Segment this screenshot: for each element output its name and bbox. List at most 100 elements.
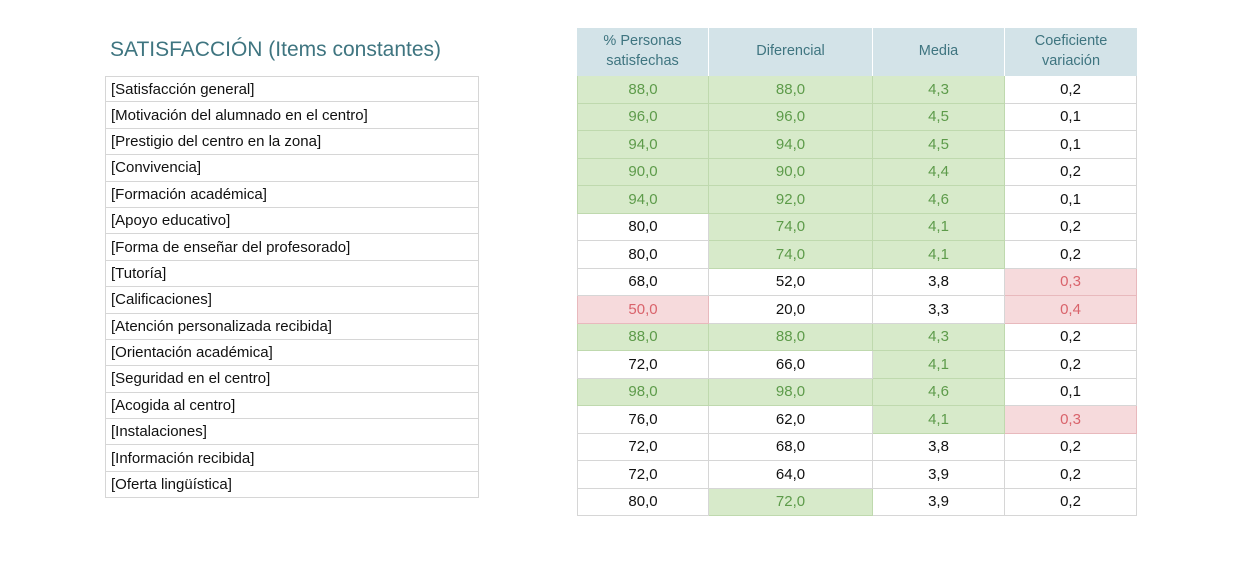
item-label: [Calificaciones] [105,287,479,314]
cell-personas-satisfechas: 50,0 [577,296,709,324]
cell-media: 3,9 [873,461,1005,489]
page-title: SATISFACCIÓN (Items constantes) [110,38,442,61]
cell-personas-satisfechas: 88,0 [577,76,709,104]
cell-media: 4,5 [873,103,1005,131]
cell-media: 4,1 [873,241,1005,269]
item-label: [Prestigio del centro en la zona] [105,128,479,156]
table-row: 88,0 88,0 4,3 0,2 [577,76,1137,104]
item-label: [Seguridad en el centro] [105,366,479,393]
item-label: [Satisfacción general] [105,76,479,103]
item-label: [Forma de enseñar del profesorado] [105,234,479,261]
cell-media: 3,3 [873,296,1005,324]
cell-diferencial: 66,0 [709,351,873,379]
table-row: 80,0 74,0 4,1 0,2 [577,213,1137,241]
cell-personas-satisfechas: 80,0 [577,488,709,516]
cell-diferencial: 94,0 [709,131,873,159]
item-label: [Información recibida] [105,445,479,472]
cell-media: 4,5 [873,131,1005,159]
cell-coeficiente-variacion: 0,3 [1005,268,1137,296]
table-row: 76,0 62,0 4,1 0,3 [577,406,1137,434]
item-label: [Oferta lingüística] [105,471,479,499]
cell-diferencial: 90,0 [709,158,873,186]
table-row: 96,0 96,0 4,5 0,1 [577,103,1137,131]
cell-media: 4,6 [873,186,1005,214]
cell-coeficiente-variacion: 0,2 [1005,488,1137,516]
item-label: [Acogida al centro] [105,392,479,420]
table-row: 88,0 88,0 4,3 0,2 [577,323,1137,351]
header-personas-satisfechas: % Personas satisfechas [577,28,709,76]
cell-diferencial: 68,0 [709,433,873,461]
cell-personas-satisfechas: 76,0 [577,406,709,434]
table-row: 72,0 68,0 3,8 0,2 [577,433,1137,461]
cell-coeficiente-variacion: 0,1 [1005,131,1137,159]
table-row: 68,0 52,0 3,8 0,3 [577,268,1137,296]
cell-personas-satisfechas: 96,0 [577,103,709,131]
item-label: [Motivación del alumnado en el centro] [105,102,479,129]
cell-diferencial: 92,0 [709,186,873,214]
cell-personas-satisfechas: 90,0 [577,158,709,186]
cell-media: 4,6 [873,378,1005,406]
item-label: [Formación académica] [105,181,479,208]
cell-coeficiente-variacion: 0,1 [1005,186,1137,214]
table-row: 72,0 64,0 3,9 0,2 [577,461,1137,489]
table-row: 80,0 72,0 3,9 0,2 [577,488,1137,516]
table-row: 72,0 66,0 4,1 0,2 [577,351,1137,379]
cell-personas-satisfechas: 94,0 [577,131,709,159]
cell-media: 4,1 [873,213,1005,241]
cell-coeficiente-variacion: 0,2 [1005,351,1137,379]
cell-personas-satisfechas: 94,0 [577,186,709,214]
cell-personas-satisfechas: 80,0 [577,213,709,241]
table-row: 94,0 92,0 4,6 0,1 [577,186,1137,214]
item-label: [Atención personalizada recibida] [105,313,479,340]
cell-coeficiente-variacion: 0,2 [1005,213,1137,241]
cell-media: 4,4 [873,158,1005,186]
cell-personas-satisfechas: 98,0 [577,378,709,406]
cell-coeficiente-variacion: 0,2 [1005,433,1137,461]
item-label: [Apoyo educativo] [105,207,479,235]
cell-personas-satisfechas: 72,0 [577,433,709,461]
item-label: [Tutoría] [105,260,479,288]
cell-coeficiente-variacion: 0,4 [1005,296,1137,324]
table-row: 90,0 90,0 4,4 0,2 [577,158,1137,186]
table-row: 98,0 98,0 4,6 0,1 [577,378,1137,406]
cell-coeficiente-variacion: 0,1 [1005,378,1137,406]
table-body: 88,0 88,0 4,3 0,2 96,0 96,0 4,5 0,1 94,0 94,0 4,5 0… [577,76,1137,516]
header-diferencial: Diferencial [709,28,873,76]
table-row: 94,0 94,0 4,5 0,1 [577,131,1137,159]
cell-coeficiente-variacion: 0,2 [1005,158,1137,186]
cell-media: 4,1 [873,351,1005,379]
cell-media: 4,3 [873,323,1005,351]
table-row: 50,0 20,0 3,3 0,4 [577,296,1137,324]
table-row: 80,0 74,0 4,1 0,2 [577,241,1137,269]
cell-media: 3,9 [873,488,1005,516]
cell-personas-satisfechas: 68,0 [577,268,709,296]
cell-personas-satisfechas: 80,0 [577,241,709,269]
cell-diferencial: 74,0 [709,241,873,269]
cell-media: 4,1 [873,406,1005,434]
header-media: Media [873,28,1005,76]
cell-diferencial: 72,0 [709,488,873,516]
item-label: [Instalaciones] [105,419,479,446]
item-label: [Orientación académica] [105,339,479,367]
cell-diferencial: 62,0 [709,406,873,434]
header-coeficiente-variacion: Coeficiente variación [1005,28,1137,76]
items-list: [Satisfacción general] [Motivación del al… [105,76,479,499]
cell-diferencial: 20,0 [709,296,873,324]
cell-personas-satisfechas: 72,0 [577,461,709,489]
table-header: % Personas satisfechas Diferencial Media… [577,28,1137,76]
cell-diferencial: 98,0 [709,378,873,406]
cell-coeficiente-variacion: 0,2 [1005,323,1137,351]
cell-diferencial: 64,0 [709,461,873,489]
cell-diferencial: 52,0 [709,268,873,296]
cell-media: 3,8 [873,268,1005,296]
cell-media: 3,8 [873,433,1005,461]
cell-diferencial: 96,0 [709,103,873,131]
item-label: [Convivencia] [105,155,479,182]
cell-coeficiente-variacion: 0,1 [1005,103,1137,131]
cell-coeficiente-variacion: 0,2 [1005,461,1137,489]
cell-media: 4,3 [873,76,1005,104]
cell-personas-satisfechas: 88,0 [577,323,709,351]
metrics-table: % Personas satisfechas Diferencial Media… [577,28,1137,516]
cell-coeficiente-variacion: 0,3 [1005,406,1137,434]
cell-coeficiente-variacion: 0,2 [1005,76,1137,104]
